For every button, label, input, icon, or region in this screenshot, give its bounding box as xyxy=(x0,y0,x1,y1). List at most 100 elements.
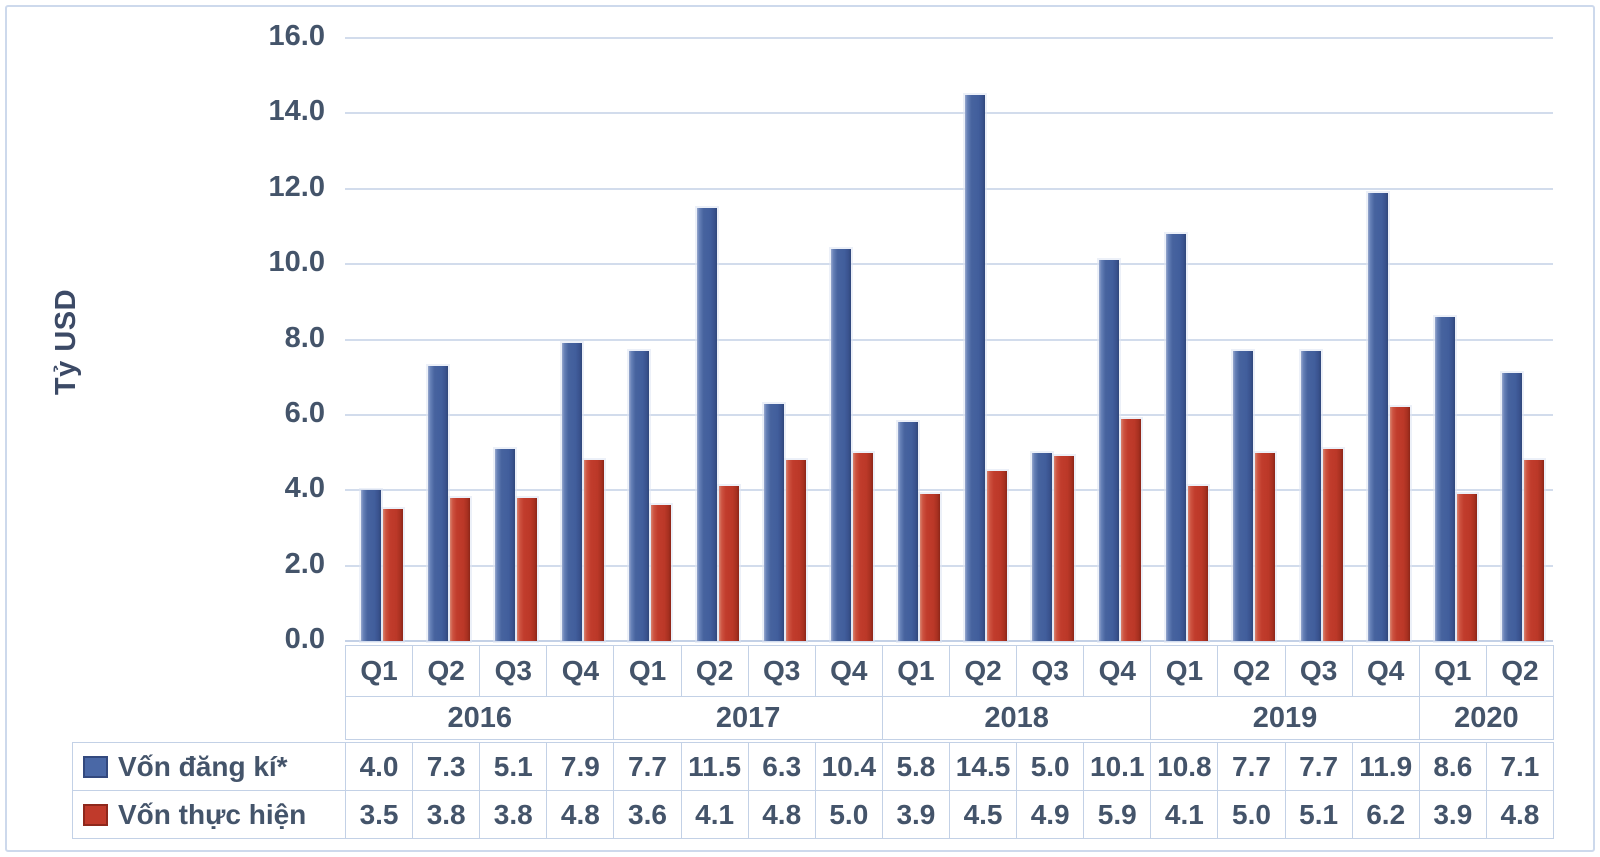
bar-von-thuc-hien xyxy=(1054,456,1075,641)
x-axis-quarter-cell: Q3 xyxy=(747,645,816,697)
table-value-cell: 11.5 xyxy=(680,742,749,791)
bar-von-dang-ki xyxy=(361,490,381,641)
gridline xyxy=(345,564,1553,567)
bar-von-thuc-hien xyxy=(718,486,739,641)
gridline xyxy=(345,338,1553,341)
bar-von-thuc-hien xyxy=(651,505,672,641)
bar-von-dang-ki xyxy=(1032,452,1053,641)
y-axis-tick-label: 2.0 xyxy=(284,547,325,580)
table-value-cell: 6.3 xyxy=(747,742,816,791)
bar-von-thuc-hien xyxy=(1188,486,1209,641)
table-value-cell: 4.5 xyxy=(949,790,1018,839)
table-value-cell: 4.8 xyxy=(747,790,816,839)
table-value-cell: 5.8 xyxy=(881,742,950,791)
bar-von-thuc-hien xyxy=(852,452,873,641)
y-axis-title: Tỷ USD xyxy=(50,288,82,396)
y-axis-tick-label: 8.0 xyxy=(284,321,325,354)
bar-von-dang-ki xyxy=(1300,350,1321,641)
x-axis-quarter-cell: Q4 xyxy=(1083,645,1152,697)
x-axis-quarter-cell: Q2 xyxy=(680,645,749,697)
table-value-cell: 7.7 xyxy=(1217,742,1286,791)
bar-von-dang-ki xyxy=(830,249,851,641)
x-axis-year-cell: 2020 xyxy=(1418,696,1554,740)
x-axis-quarter-cell: Q3 xyxy=(1284,645,1353,697)
bar-von-thuc-hien xyxy=(584,460,605,641)
bar-von-dang-ki xyxy=(1233,350,1254,641)
x-axis-year-cell: 2017 xyxy=(613,696,883,740)
bar-von-dang-ki xyxy=(562,343,583,641)
bar-von-dang-ki xyxy=(1434,316,1455,641)
table-value-cell: 8.6 xyxy=(1418,742,1487,791)
x-axis-line xyxy=(345,640,1553,642)
x-axis-quarter-cell: Q1 xyxy=(1150,645,1219,697)
legend-swatch-blue-icon xyxy=(83,755,108,778)
table-value-cell: 3.8 xyxy=(412,790,481,839)
table-value-cell: 4.8 xyxy=(1485,790,1554,839)
bar-von-dang-ki xyxy=(965,94,985,641)
bar-von-dang-ki xyxy=(763,403,784,641)
x-axis-year-cell: 2019 xyxy=(1150,696,1420,740)
x-axis-quarter-cell: Q4 xyxy=(1351,645,1420,697)
table-value-cell: 5.0 xyxy=(1016,742,1085,791)
y-axis-tick-label: 14.0 xyxy=(268,95,325,128)
table-value-cell: 5.1 xyxy=(1284,790,1353,839)
bar-von-dang-ki xyxy=(1099,260,1120,641)
series-name: Vốn thực hiện xyxy=(118,798,307,830)
table-value-cell: 5.0 xyxy=(1217,790,1286,839)
y-axis-tick-label: 0.0 xyxy=(284,623,325,655)
bar-von-dang-ki xyxy=(495,448,516,641)
bar-von-dang-ki xyxy=(428,365,449,641)
table-value-cell: 7.3 xyxy=(412,742,481,791)
table-value-cell: 10.1 xyxy=(1083,742,1152,791)
table-value-cell: 3.6 xyxy=(613,790,682,839)
bar-von-thuc-hien xyxy=(1456,494,1477,641)
y-axis-tick-label: 10.0 xyxy=(268,246,325,279)
x-axis-year-cell: 2018 xyxy=(881,696,1152,740)
bar-von-dang-ki xyxy=(696,207,717,641)
table-value-cell: 4.9 xyxy=(1016,790,1085,839)
table-value-cell: 4.1 xyxy=(680,790,749,839)
bar-von-dang-ki xyxy=(1367,192,1388,641)
table-value-cell: 5.1 xyxy=(479,742,548,791)
bar-von-thuc-hien xyxy=(919,494,940,641)
y-axis-tick-label: 6.0 xyxy=(284,396,325,429)
bar-von-thuc-hien xyxy=(785,460,806,641)
table-value-cell: 10.8 xyxy=(1150,742,1219,791)
gridline xyxy=(345,263,1553,266)
bar-von-thuc-hien xyxy=(517,497,538,641)
bar-von-thuc-hien xyxy=(987,471,1007,641)
bar-von-thuc-hien xyxy=(1389,407,1410,641)
series-name: Vốn đăng kí* xyxy=(118,750,288,782)
x-axis-quarter-cell: Q2 xyxy=(412,645,481,697)
table-value-cell: 7.1 xyxy=(1485,742,1554,791)
table-value-cell: 3.9 xyxy=(881,790,950,839)
x-axis-quarter-cell: Q2 xyxy=(1217,645,1286,697)
legend-cell: Vốn đăng kí* xyxy=(72,742,346,791)
x-axis-quarter-cell: Q1 xyxy=(1418,645,1487,697)
table-value-cell: 10.4 xyxy=(814,742,883,791)
y-axis-tick-label: 4.0 xyxy=(284,472,325,505)
table-value-cell: 4.1 xyxy=(1150,790,1219,839)
table-value-cell: 7.9 xyxy=(546,742,615,791)
x-axis-quarter-cell: Q1 xyxy=(881,645,950,697)
legend-cell: Vốn thực hiện xyxy=(72,790,346,839)
x-axis-quarter-cell: Q2 xyxy=(1485,645,1554,697)
gridline xyxy=(345,37,1553,39)
x-axis-quarter-cell: Q4 xyxy=(814,645,883,697)
gridline xyxy=(345,489,1553,492)
table-value-cell: 3.8 xyxy=(479,790,548,839)
y-axis-tick-label: 16.0 xyxy=(268,20,325,52)
x-axis-year-cell: 2016 xyxy=(345,696,615,740)
bar-von-dang-ki xyxy=(629,350,650,641)
table-value-cell: 6.2 xyxy=(1351,790,1420,839)
bar-von-thuc-hien xyxy=(1322,448,1343,641)
table-value-cell: 3.5 xyxy=(345,790,414,839)
x-axis-quarter-cell: Q4 xyxy=(546,645,615,697)
bar-von-dang-ki xyxy=(1501,373,1522,641)
table-value-cell: 7.7 xyxy=(1284,742,1353,791)
bar-von-thuc-hien xyxy=(1255,452,1276,641)
y-axis-tick-label: 12.0 xyxy=(268,170,325,203)
x-axis-quarter-cell: Q2 xyxy=(949,645,1018,697)
x-axis-quarter-cell: Q1 xyxy=(613,645,682,697)
